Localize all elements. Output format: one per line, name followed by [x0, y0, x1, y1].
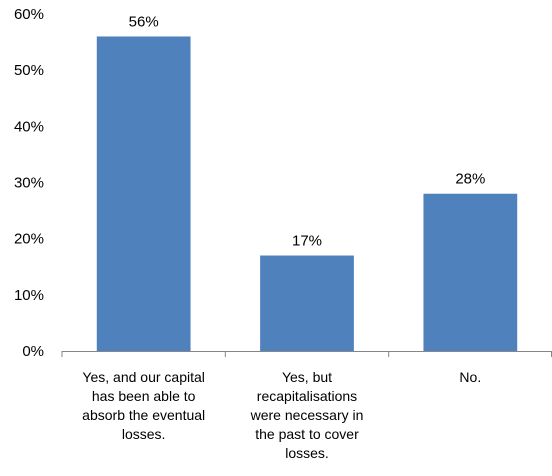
bars	[96, 36, 518, 351]
y-tick-label: 30%	[14, 175, 44, 192]
y-tick-label: 20%	[14, 231, 44, 248]
category-label-line: has been able to	[92, 388, 196, 404]
y-tick-label: 10%	[14, 287, 44, 304]
category-label-line: losses.	[285, 445, 329, 461]
y-tick-label: 50%	[14, 62, 44, 79]
category-label: Yes, but recapitalisations were necessary …	[250, 369, 364, 461]
bar-value-label: 17%	[292, 233, 322, 250]
data-labels: 56% 17% 28%	[129, 13, 486, 249]
category-label-line: the past to cover	[255, 426, 359, 442]
category-label-line: No.	[459, 369, 481, 385]
bar-value-label: 56%	[129, 13, 159, 30]
category-label-line: absorb the eventual	[82, 407, 205, 423]
category-labels: Yes, and our capital has been able to abso…	[82, 369, 481, 461]
category-label: Yes, and our capital has been able to abso…	[82, 369, 205, 442]
y-tick-label: 60%	[14, 6, 44, 23]
category-label-line: recapitalisations	[257, 388, 357, 404]
category-label: No.	[459, 369, 481, 385]
category-label-line: losses.	[122, 426, 166, 442]
category-label-line: were necessary in	[250, 407, 364, 423]
category-label-line: Yes, and our capital	[82, 369, 204, 385]
bar	[96, 36, 191, 351]
bar	[423, 193, 518, 351]
y-tick-label: 0%	[22, 343, 44, 360]
y-tick-label: 40%	[14, 118, 44, 135]
y-axis-tick-labels: 0% 10% 20% 30% 40% 50% 60%	[14, 6, 44, 360]
bar	[260, 255, 354, 351]
bar-value-label: 28%	[455, 171, 485, 188]
category-label-line: Yes, but	[282, 369, 332, 385]
